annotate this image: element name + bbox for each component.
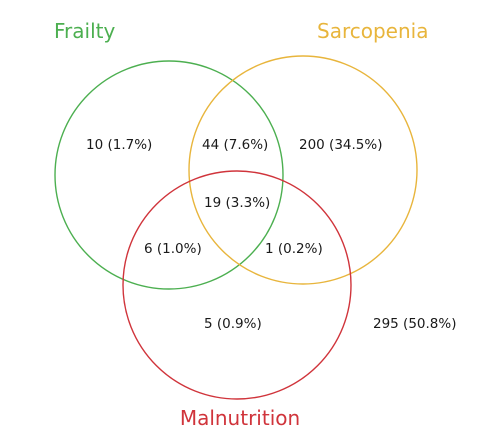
region-frailty-only: 10 (1.7%): [86, 137, 152, 153]
frailty-label: Frailty: [54, 19, 115, 43]
region-all-three: 19 (3.3%): [204, 195, 270, 211]
region-malnutrition-only: 5 (0.9%): [204, 316, 262, 332]
sarcopenia-label: Sarcopenia: [317, 19, 428, 43]
region-sarcopenia-only: 200 (34.5%): [299, 137, 382, 153]
region-none: 295 (50.8%): [373, 316, 456, 332]
sarcopenia-circle: [188, 55, 418, 285]
region-frailty-malnutrition: 6 (1.0%): [144, 241, 202, 257]
frailty-circle: [54, 60, 284, 290]
region-sarcopenia-malnutrition: 1 (0.2%): [265, 241, 323, 257]
region-frailty-sarcopenia: 44 (7.6%): [202, 137, 268, 153]
malnutrition-circle: [122, 170, 352, 400]
malnutrition-label: Malnutrition: [180, 406, 300, 430]
